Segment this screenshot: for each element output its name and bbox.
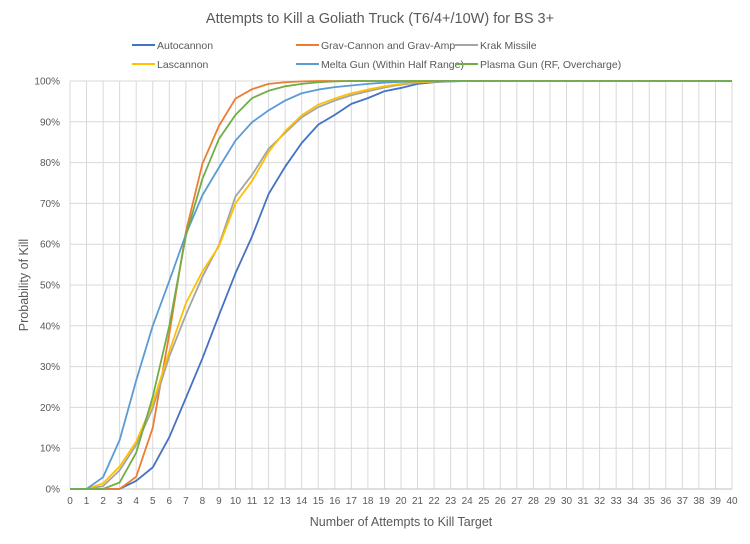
x-tick-label: 14 — [296, 496, 308, 507]
y-tick-label: 60% — [40, 240, 60, 251]
x-tick-label: 16 — [329, 496, 341, 507]
x-tick-label: 40 — [726, 496, 738, 507]
x-tick-label: 28 — [528, 496, 540, 507]
x-axis-title: Number of Attempts to Kill Target — [310, 515, 493, 529]
x-tick-label: 1 — [84, 496, 90, 507]
y-tick-label: 20% — [40, 403, 60, 414]
y-tick-label: 90% — [40, 117, 60, 128]
series-lines — [70, 80, 732, 490]
y-tick-label: 50% — [40, 281, 60, 292]
legend-item: Lascannon — [132, 59, 209, 71]
x-tick-label: 15 — [313, 496, 325, 507]
x-tick-label: 7 — [183, 496, 189, 507]
legend-label: Autocannon — [157, 40, 213, 52]
x-tick-label: 25 — [478, 496, 490, 507]
x-tick-label: 24 — [462, 496, 474, 507]
x-tick-label: 34 — [627, 496, 639, 507]
legend-item: Autocannon — [132, 40, 213, 52]
legend-label: Plasma Gun (RF, Overcharge) — [480, 59, 621, 71]
x-tick-label: 30 — [561, 496, 573, 507]
legend-item: Krak Missile — [455, 40, 537, 52]
chart-title: Attempts to Kill a Goliath Truck (T6/4+/… — [206, 11, 554, 27]
x-axis-ticks: 0 1 2 3 4 5 6 7 8 9 10 11 12 13 14 15 16 17 18 19 20 21 22 23 24… — [67, 496, 738, 507]
y-tick-label: 70% — [40, 199, 60, 210]
x-tick-label: 32 — [594, 496, 606, 507]
x-tick-label: 26 — [495, 496, 507, 507]
y-tick-label: 0% — [46, 485, 61, 496]
legend-item: Grav-Cannon and Grav-Amp — [296, 40, 455, 52]
x-tick-label: 18 — [362, 496, 374, 507]
x-tick-label: 9 — [216, 496, 222, 507]
x-tick-label: 31 — [577, 496, 589, 507]
x-tick-label: 0 — [67, 496, 73, 507]
x-tick-label: 2 — [100, 496, 106, 507]
y-tick-label: 80% — [40, 158, 60, 169]
x-tick-label: 22 — [429, 496, 441, 507]
y-tick-label: 30% — [40, 362, 60, 373]
x-tick-label: 17 — [346, 496, 358, 507]
x-tick-label: 39 — [710, 496, 722, 507]
y-axis-title: Probability of Kill — [17, 239, 31, 331]
x-tick-label: 35 — [644, 496, 656, 507]
x-tick-label: 21 — [412, 496, 424, 507]
x-tick-label: 19 — [379, 496, 391, 507]
x-tick-label: 37 — [677, 496, 689, 507]
x-tick-label: 27 — [511, 496, 523, 507]
x-tick-label: 20 — [395, 496, 407, 507]
x-tick-label: 36 — [660, 496, 672, 507]
x-tick-label: 6 — [167, 496, 173, 507]
gridlines — [69, 80, 733, 490]
y-axis-ticks: 0% 10% 20% 30% 40% 50% 60% 70% 80% 90% 100% — [34, 77, 60, 496]
legend-label: Krak Missile — [480, 40, 537, 52]
legend-label: Grav-Cannon and Grav-Amp — [321, 40, 455, 52]
y-tick-label: 100% — [34, 77, 60, 88]
legend-label: Lascannon — [157, 59, 209, 71]
x-tick-label: 29 — [544, 496, 556, 507]
y-tick-label: 10% — [40, 444, 60, 455]
series-line-plasma-gun-rf-overcharge — [70, 80, 732, 490]
x-tick-label: 13 — [280, 496, 292, 507]
x-tick-label: 12 — [263, 496, 275, 507]
x-tick-label: 3 — [117, 496, 123, 507]
x-tick-label: 5 — [150, 496, 156, 507]
legend-item: Plasma Gun (RF, Overcharge) — [455, 59, 621, 71]
x-tick-label: 8 — [200, 496, 206, 507]
y-tick-label: 40% — [40, 321, 60, 332]
x-tick-label: 11 — [247, 496, 258, 507]
legend-item: Melta Gun (Within Half Range) — [296, 59, 464, 71]
x-tick-label: 4 — [133, 496, 139, 507]
legend: Autocannon Grav-Cannon and Grav-Amp Krak M… — [132, 40, 621, 71]
x-tick-label: 38 — [693, 496, 705, 507]
x-tick-label: 10 — [230, 496, 242, 507]
x-tick-label: 23 — [445, 496, 457, 507]
x-tick-label: 33 — [611, 496, 623, 507]
legend-label: Melta Gun (Within Half Range) — [321, 59, 464, 71]
